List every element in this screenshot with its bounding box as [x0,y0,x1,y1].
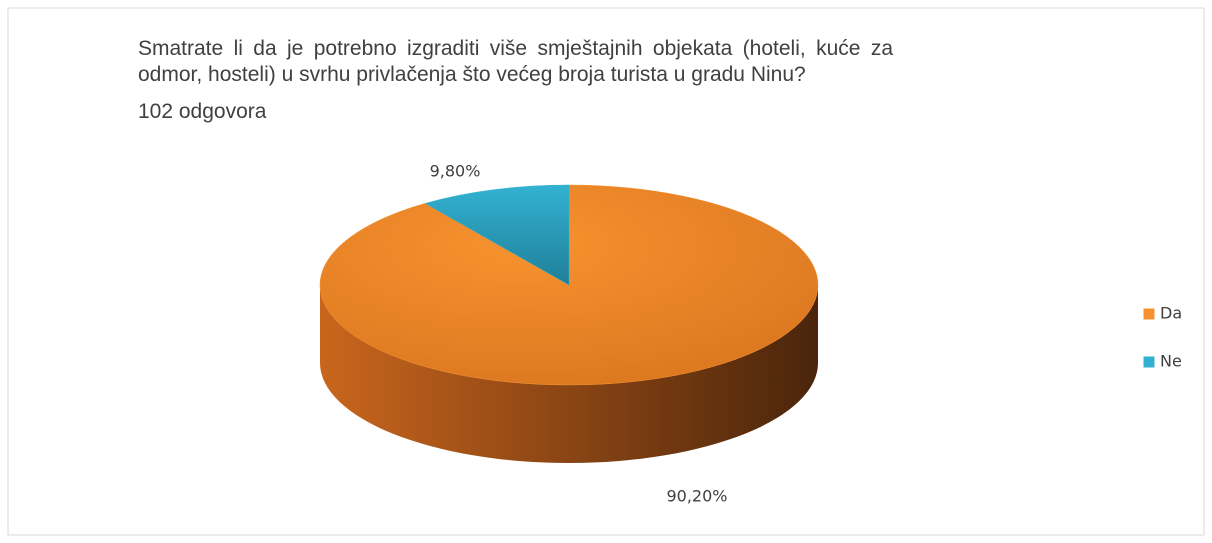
chart-subtitle: 102 odgovora [138,100,267,123]
slice-side [320,285,818,463]
slice [424,184,570,286]
data-label: 9,80% [430,162,481,181]
legend-swatch [1142,355,1156,369]
legend-label: Ne [1160,352,1182,371]
chart-title: Smatrate li da je potrebno izgraditi viš… [138,37,893,86]
data-label: 90,20% [666,487,727,506]
legend-swatch [1142,307,1156,321]
frame [7,7,1205,536]
legend-label: Da [1160,304,1182,323]
